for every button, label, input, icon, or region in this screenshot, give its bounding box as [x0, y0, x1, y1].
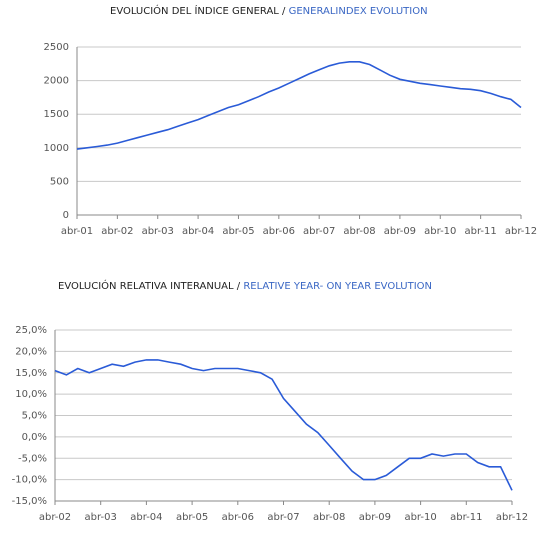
y-tick-label: 1500 [44, 109, 69, 120]
title: EVOLUCIÓN DEL ÍNDICE GENERAL / [110, 4, 286, 17]
title: EVOLUCIÓN RELATIVA INTERANUAL / [58, 279, 241, 292]
x-tick-label: abr-11 [464, 226, 496, 237]
x-tick-label: abr-07 [267, 512, 299, 523]
x-tick-label: abr-11 [450, 512, 482, 523]
subtitle: GENERALINDEX EVOLUTION [289, 6, 428, 17]
y-tick-label: 2500 [44, 42, 69, 53]
x-tick-label: abr-05 [222, 226, 254, 237]
subtitle: RELATIVE YEAR- ON YEAR EVOLUTION [243, 281, 432, 292]
y-tick-label: -5,0% [18, 453, 47, 464]
x-tick-label: abr-06 [222, 512, 254, 523]
chart-title: EVOLUCIÓN DEL ÍNDICE GENERAL / GENERALIN… [110, 4, 428, 17]
x-tick-label: abr-09 [359, 512, 391, 523]
y-tick-label: 25,0% [15, 325, 47, 336]
line [76, 61, 522, 150]
x-tick-label: abr-03 [85, 512, 117, 523]
x-tick-label: abr-06 [263, 226, 295, 237]
x-tick-label: abr-12 [496, 512, 528, 523]
x-tick-label: abr-04 [130, 512, 162, 523]
y-tick-label: -10,0% [12, 475, 47, 486]
x-tick-label: abr-01 [61, 226, 93, 237]
line [54, 359, 513, 491]
x-tick-label: abr-02 [101, 226, 133, 237]
x-tick-label: abr-08 [313, 512, 345, 523]
chart-title: EVOLUCIÓN RELATIVA INTERANUAL / RELATIVE… [58, 279, 432, 292]
y-tick-label: -15,0% [12, 496, 47, 507]
y-tick-label: 10,0% [15, 389, 47, 400]
y-tick-label: 500 [50, 176, 69, 187]
y-tick-label: 2000 [44, 76, 69, 87]
x-tick-label: abr-03 [142, 226, 174, 237]
x-tick-label: abr-07 [303, 226, 335, 237]
y-tick-label: 1000 [44, 143, 69, 154]
y-tick-label: 15,0% [15, 368, 47, 379]
x-tick-label: abr-02 [39, 512, 71, 523]
y-tick-label: 0 [63, 210, 69, 221]
x-tick-label: abr-05 [176, 512, 208, 523]
x-tick-label: abr-04 [182, 226, 214, 237]
y-tick-label: 0,0% [22, 432, 47, 443]
x-tick-label: abr-12 [505, 226, 537, 237]
x-tick-label: abr-10 [404, 512, 436, 523]
y-tick-label: 20,0% [15, 346, 47, 357]
y-tick-label: 5,0% [22, 411, 47, 422]
x-tick-label: abr-10 [424, 226, 456, 237]
x-tick-label: abr-08 [343, 226, 375, 237]
x-tick-label: abr-09 [384, 226, 416, 237]
